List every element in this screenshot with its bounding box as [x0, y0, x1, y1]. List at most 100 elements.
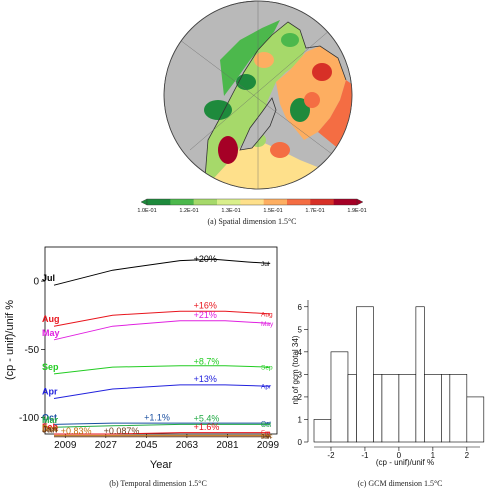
- colorbar-tick-label: 1.2E-01: [179, 208, 198, 214]
- map-blob: [204, 100, 232, 120]
- histogram-bar: [313, 419, 332, 443]
- line-chart-x-tick-label: 2009: [54, 440, 77, 451]
- map-blob: [270, 142, 290, 158]
- map-coastline: [204, 21, 347, 179]
- line-series-annotation: +0.83%: [61, 426, 92, 436]
- map-blob: [254, 52, 274, 68]
- line-chart-y-tick-label: -100: [19, 413, 39, 424]
- histogram-bar: [330, 351, 349, 443]
- line-series-annotation: +16%: [194, 300, 217, 310]
- histogram-y-tick-label: 0: [298, 438, 303, 447]
- line-chart-x-ticks: 2009 2027 2045 2063 2081 2099: [54, 434, 280, 451]
- line-series-end-label: Aug: [261, 311, 273, 318]
- line-chart-series: Jul Jul +20% Aug Aug +16% May May +21% Sep Sep +8.7…: [42, 254, 274, 441]
- map-panel: [163, 0, 353, 190]
- colorbar-swatch: [147, 199, 171, 205]
- caption-c: (c) GCM dimension 1.5°C: [358, 479, 443, 488]
- histogram-bars: [313, 306, 485, 443]
- line-chart-x-tick-label: 2063: [176, 440, 199, 451]
- histogram-x-tick-label: 2: [465, 451, 470, 460]
- line-series-label: Apr: [42, 387, 58, 397]
- colorbar-swatch: [333, 199, 358, 205]
- map-blob: [304, 92, 320, 108]
- line-series-annotation: +8.7%: [194, 356, 220, 366]
- histogram-y-tick-label: 6: [298, 303, 303, 312]
- line-chart-x-tick-label: 2045: [135, 440, 158, 451]
- map-graticule: [179, 1, 341, 189]
- histogram-x-ticks: -2 -1 0 1 2: [327, 447, 470, 460]
- line-series-end-label: Jul: [261, 261, 270, 268]
- histogram-bar: [449, 374, 468, 443]
- caption-a: (a) Spatial dimension 1.5°C: [208, 217, 297, 226]
- colorbar-swatch: [170, 199, 194, 205]
- colorbar-tick-label: 1.3E-01: [221, 208, 240, 214]
- line-series-label: Oct: [42, 412, 57, 422]
- histogram-y-tick-label: 2: [298, 393, 303, 402]
- colorbar-swatch: [263, 199, 288, 205]
- line-series-label: Jul: [42, 273, 55, 283]
- line-series-jul: [53, 258, 271, 286]
- line-series-label: Feb: [42, 422, 59, 432]
- line-series-annotation: +1.6%: [194, 422, 220, 432]
- colorbar-swatch: [287, 199, 311, 205]
- line-series-label: May: [42, 328, 60, 338]
- map-blob: [312, 63, 332, 81]
- histogram-y-tick-label: 3: [298, 370, 303, 379]
- colorbar-tick-label: 1.9E-01: [347, 208, 366, 214]
- histogram-x-tick-label: 1: [431, 451, 436, 460]
- histogram-bar: [466, 396, 485, 443]
- line-series-sep: [53, 365, 271, 375]
- line-series-label: Mar: [42, 415, 59, 425]
- line-series-annotation: +20%: [194, 254, 217, 264]
- line-chart-x-tick-label: 2081: [216, 440, 239, 451]
- line-series-label: Dec: [42, 423, 59, 433]
- histogram-bar: [441, 374, 451, 443]
- histogram-y-tick-label: 1: [298, 415, 303, 424]
- line-chart-y-ticks: 0 -50 -100: [19, 277, 45, 424]
- line-chart-panel: 0 -50 -100 2009 2027 2045 2063 2081 2099 Jul Jul…: [4, 246, 280, 471]
- line-series-annotation: +13%: [194, 374, 217, 384]
- histogram-y-label: nb of gcm (total 34): [291, 335, 300, 404]
- caption-b: (b) Temporal dimension 1.5°C: [109, 479, 207, 488]
- histogram-bar: [373, 374, 383, 443]
- line-series-label: Aug: [42, 314, 60, 324]
- colorbar-arrow-right: [356, 198, 364, 206]
- line-series-end-label: Apr: [261, 384, 272, 391]
- line-chart-x-label: Year: [150, 459, 173, 471]
- colorbar: 1.0E-01 1.2E-01 1.3E-01 1.5E-01 1.7E-01 1.9E-…: [137, 198, 367, 214]
- line-series-annotation: +0.087%: [104, 426, 140, 436]
- histogram-y-ticks: 0 1 2 3 4 5 6: [298, 303, 308, 447]
- line-series-aug: [53, 310, 271, 327]
- line-series-apr: [53, 384, 271, 399]
- histogram-bar: [398, 374, 417, 443]
- line-series-feb: [54, 432, 271, 435]
- colorbar-frame: [146, 198, 358, 206]
- colorbar-swatch: [240, 199, 264, 205]
- line-series-end-label: Fm: [261, 430, 270, 437]
- histogram-x-tick-label: -2: [327, 451, 335, 460]
- line-chart-frame: [44, 246, 278, 435]
- line-series-end-label: May: [261, 321, 274, 328]
- line-series-label: Sep: [42, 362, 59, 372]
- colorbar-tick-label: 1.5E-01: [263, 208, 282, 214]
- line-series-mar: [53, 423, 271, 428]
- map-region-south: [190, 138, 340, 189]
- colorbar-swatch: [193, 199, 218, 205]
- line-chart-y-tick-label: -50: [25, 345, 40, 356]
- histogram-bar: [381, 374, 400, 443]
- histogram-bar: [415, 306, 425, 443]
- line-chart-x-tick-label: 2099: [257, 440, 280, 451]
- line-series-end-label: Jan: [261, 434, 272, 441]
- map-blob: [281, 33, 299, 47]
- map-blob: [218, 136, 238, 164]
- line-chart-y-tick-label: 0: [33, 277, 39, 288]
- histogram-x-tick-label: -1: [361, 451, 369, 460]
- colorbar-swatch: [217, 199, 241, 205]
- line-chart-y-label: (cp - unif)/unif %: [4, 300, 16, 380]
- map-region-north-atlantic: [220, 20, 280, 96]
- line-chart-x-tick-label: 2027: [95, 440, 118, 451]
- line-series-annotation: +21%: [194, 310, 217, 320]
- line-series-annotation: +5.4%: [194, 414, 220, 424]
